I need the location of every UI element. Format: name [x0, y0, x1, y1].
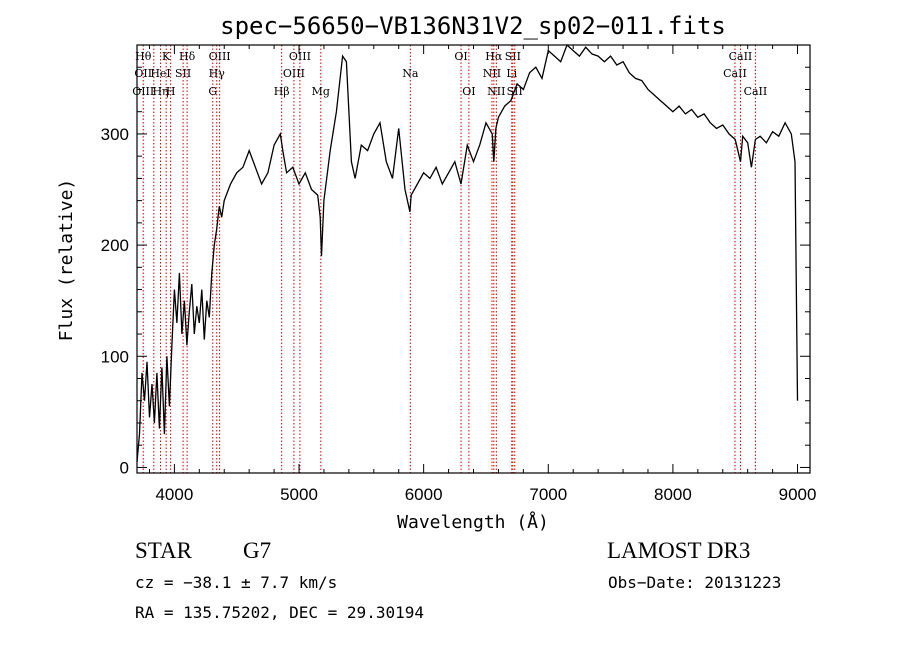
line-label: Hβ [274, 85, 290, 98]
x-axis: 4000 5000 6000 7000 8000 9000 [148, 45, 817, 504]
coordinates: RA = 135.75202, DEC = 29.30194 [135, 603, 424, 622]
line-label: NII [487, 85, 505, 98]
x-tick-label: 6000 [405, 485, 443, 504]
chart-title: spec−56650−VB136N31V2_sp02−011.fits [220, 12, 726, 40]
line-label: OIII [289, 50, 311, 63]
line-label: HeI [150, 67, 170, 80]
y-tick-label: 200 [101, 236, 129, 255]
line-label: G [208, 85, 217, 98]
spectral-line-markers: Hθ OII OIII HeI Hη K H SII Hδ G Hγ OIII Hβ OIII OIII Mg… [132, 45, 767, 473]
x-tick-label: 5000 [280, 485, 318, 504]
y-tick-label: 100 [101, 347, 129, 366]
line-label: Hθ [135, 50, 152, 63]
line-label: Na [402, 67, 419, 80]
object-subclass: G7 [243, 538, 272, 563]
line-label: OII [134, 67, 152, 80]
line-label: CaII [723, 67, 747, 80]
x-tick-label: 4000 [155, 485, 193, 504]
line-label: NII [483, 67, 501, 80]
y-axis: 0 100 200 300 [101, 66, 810, 477]
line-label: OI [454, 50, 467, 63]
x-tick-label: 7000 [529, 485, 567, 504]
survey-name: LAMOST DR3 [607, 538, 751, 563]
line-label: SII [175, 67, 191, 80]
redshift-cz: cz = −38.1 ± 7.7 km/s [135, 573, 338, 592]
y-tick-label: 0 [120, 458, 129, 477]
y-axis-label: Flux (relative) [56, 179, 77, 342]
line-label: OI [462, 85, 475, 98]
line-label: Hα [485, 50, 503, 63]
line-label: CaII [729, 50, 753, 63]
spectrum-series [136, 43, 799, 462]
x-tick-label: 9000 [779, 485, 817, 504]
line-label: H [166, 85, 176, 98]
line-label: CaII [744, 85, 768, 98]
line-label: Hδ [179, 50, 196, 63]
line-label: OIII [283, 67, 305, 80]
line-label: SII [505, 50, 521, 63]
y-tick-label: 300 [101, 125, 129, 144]
line-label: Li [506, 67, 517, 80]
object-class: STAR [135, 538, 192, 563]
x-tick-label: 8000 [654, 485, 692, 504]
line-label: Hγ [209, 67, 226, 80]
plot-frame [136, 44, 811, 474]
line-label: Hη [152, 85, 168, 98]
line-label: K [162, 50, 171, 63]
line-label: OIII [132, 85, 154, 98]
x-axis-label: Wavelength (Å) [397, 511, 549, 533]
line-label: OIII [209, 50, 231, 63]
line-label: Mg [312, 85, 330, 98]
observation-date: Obs−Date: 20131223 [608, 573, 782, 592]
